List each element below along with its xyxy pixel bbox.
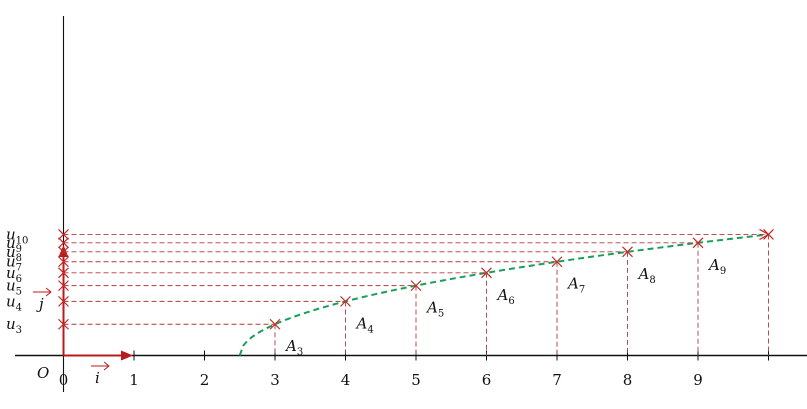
x-tick-label-8: 8 — [623, 371, 633, 389]
x-tick-label-6: 6 — [482, 371, 492, 389]
axis-marker-u5 — [58, 280, 69, 292]
axis-marker-u4 — [58, 295, 69, 307]
u-label-5: u5 — [6, 277, 22, 298]
vector-i-label: i — [95, 369, 100, 387]
u-label-3: u3 — [6, 315, 22, 336]
vector-i-arrowhead — [121, 350, 133, 361]
u-label-4: u4 — [6, 292, 22, 313]
axis-marker-u3 — [58, 318, 69, 330]
axis-marker-u8 — [58, 246, 69, 258]
green-dashed-curve — [238, 233, 769, 356]
point-marker-6 — [481, 267, 492, 279]
x-tick-label-5: 5 — [411, 371, 421, 389]
point-label-A4: A4 — [355, 314, 374, 335]
x-tick-label-1: 1 — [129, 371, 139, 389]
x-tick-label-4: 4 — [341, 371, 351, 389]
point-marker-9 — [692, 237, 704, 249]
point-label-A9: A9 — [707, 256, 726, 277]
point-marker-3 — [269, 318, 281, 330]
x-tick-label-9: 9 — [693, 371, 703, 389]
u-label-9: u9 — [6, 234, 22, 255]
vector-j-overarrow — [33, 287, 52, 297]
point-label-A3: A3 — [284, 337, 303, 358]
axis-marker-u9 — [58, 237, 69, 249]
point-label-A5: A5 — [425, 299, 444, 320]
point-label-A7: A7 — [566, 275, 585, 296]
x-tick-label-7: 7 — [552, 371, 562, 389]
vector-j-label: j — [36, 295, 44, 313]
u-label-6: u6 — [6, 264, 22, 285]
point-label-A6: A6 — [496, 286, 515, 307]
u10-arrowhead — [759, 228, 770, 240]
x-tick-label-2: 2 — [200, 371, 210, 389]
axis-marker-u6 — [58, 267, 69, 279]
vector-i-overarrow — [91, 361, 110, 371]
axis-marker-u10 — [58, 229, 69, 240]
x-tick-label-0: 0 — [59, 371, 69, 389]
origin-label: O — [37, 364, 49, 382]
u-label-10: u10 — [6, 225, 28, 246]
point-marker-7 — [551, 256, 563, 268]
x-tick-label-3: 3 — [270, 371, 280, 389]
axis-marker-u7 — [58, 256, 69, 268]
point-marker-4 — [340, 295, 351, 307]
point-marker-5 — [410, 280, 422, 292]
u-label-8: u8 — [6, 243, 22, 264]
point-label-A8: A8 — [637, 265, 656, 286]
point-marker-8 — [622, 246, 633, 258]
u-label-7: u7 — [6, 253, 22, 274]
